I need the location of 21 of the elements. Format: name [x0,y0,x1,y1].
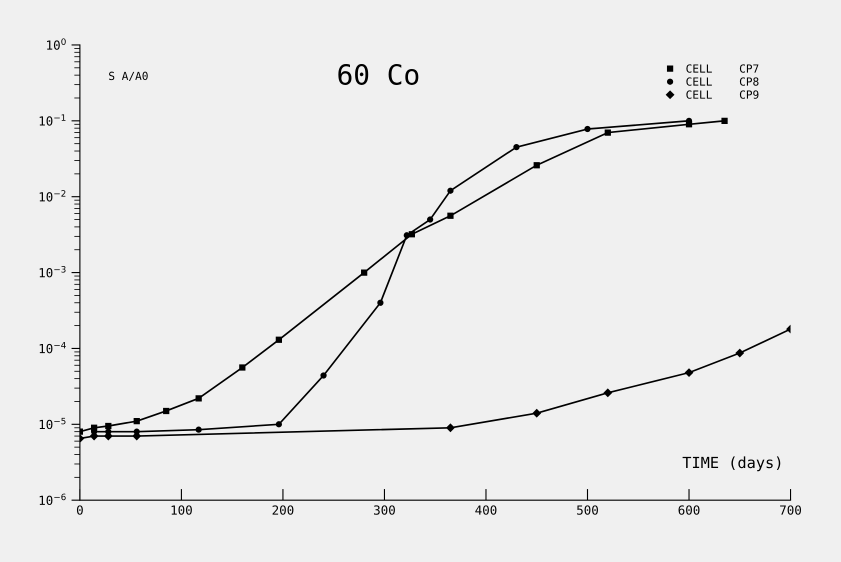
text: 60 Co [338,64,418,85]
annotation: S A/A0 [109,72,148,81]
x-tick-label: 0 [76,505,83,515]
legend-label: CELL CP7 [686,64,758,73]
y-tick-label: 10$^{0}$ [47,38,66,50]
x-tick-label: 100 [172,505,192,515]
legend-label: CELL CP9 [686,90,758,99]
x-tick-label: 700 [780,505,802,515]
y-tick-label: 10$^{−4}$ [40,342,66,354]
y-tick-label: 10$^{−5}$ [40,418,66,430]
x-tick-label: 600 [678,505,700,515]
x-tick-label: 500 [577,505,598,515]
y-tick-label: 10$^{−2}$ [40,190,66,202]
legend-label: CELL CP8 [686,77,759,86]
y-tick-label: 10$^{−6}$ [40,494,66,506]
x-tick-label: 200 [272,505,294,515]
x-tick-label: 400 [475,505,496,515]
y-tick-label: 10$^{−3}$ [40,266,66,278]
y-tick-label: 10$^{−1}$ [40,114,66,126]
x-axis-title: TIME (days) [682,456,780,472]
x-tick-label: 300 [374,505,395,515]
